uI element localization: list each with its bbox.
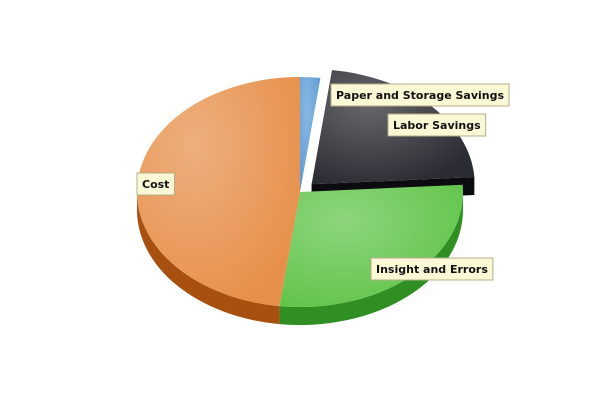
slice-label-box [330, 83, 510, 107]
slice-paper-and-storage-savings [300, 77, 321, 192]
slice-label-text: Insight and Errors [376, 263, 488, 276]
slice-label-text: Labor Savings [393, 119, 481, 132]
slice-side-insight-and-errors [279, 192, 463, 326]
slice-cost [136, 77, 300, 307]
slice-labels: Paper and Storage Savings Labor Savings In… [136, 83, 510, 281]
slice-label-cost: Cost [136, 172, 175, 196]
slice-label-insight-and-errors: Insight and Errors [370, 257, 494, 281]
slice-side-cost [137, 192, 280, 325]
slice-label-box [370, 257, 494, 281]
slice-insight-and-errors [279, 184, 463, 307]
slice-label-text: Paper and Storage Savings [336, 89, 504, 102]
slice-label-box [136, 172, 175, 196]
slice-label-labor-savings: Labor Savings [387, 113, 487, 137]
slice-label-paper-and-storage-savings: Paper and Storage Savings [330, 83, 510, 107]
slice-label-box [387, 113, 487, 137]
slice-label-text: Cost [142, 178, 169, 191]
